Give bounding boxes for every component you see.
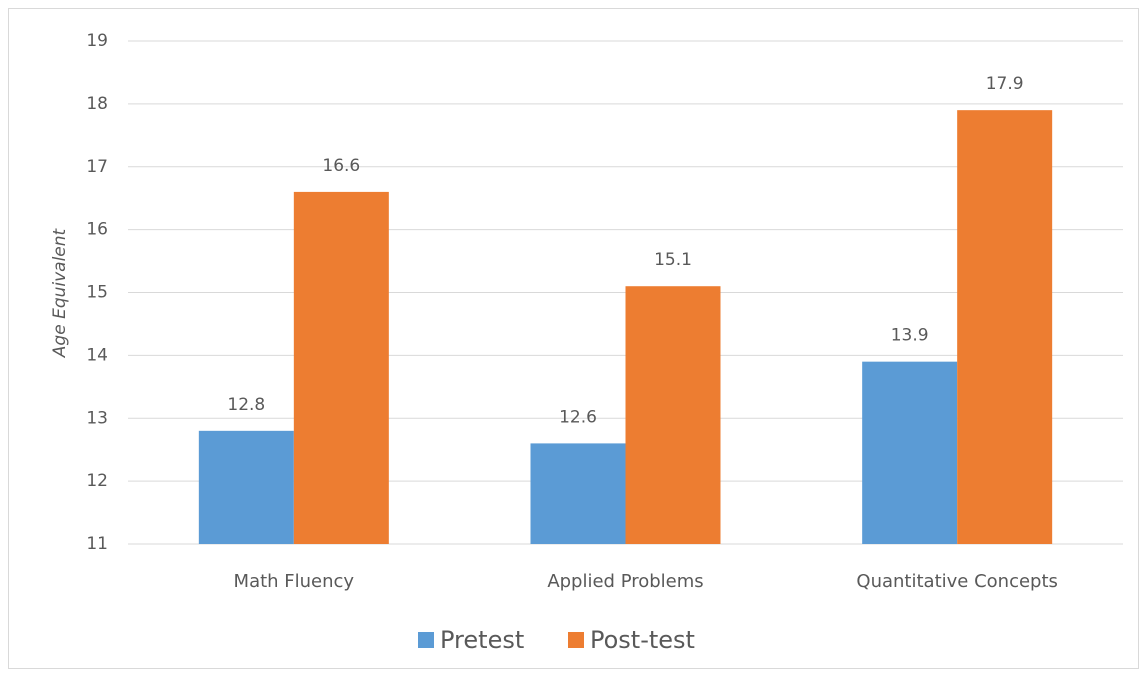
x-tick-label: Applied Problems	[547, 571, 703, 592]
y-tick-label: 16	[86, 220, 108, 240]
legend-swatch	[418, 632, 434, 648]
y-tick-label: 19	[86, 31, 108, 51]
bar	[625, 286, 721, 544]
bar	[198, 430, 294, 544]
y-tick-label: 15	[86, 283, 108, 303]
legend-label: Pretest	[440, 626, 524, 654]
data-label: 15.1	[654, 250, 692, 270]
y-tick-label: 14	[86, 345, 108, 365]
data-label: 17.9	[986, 74, 1024, 94]
data-label: 16.6	[322, 156, 360, 176]
legend-swatch	[568, 632, 584, 648]
y-tick-label: 17	[86, 157, 108, 177]
x-tick-label: Quantitative Concepts	[856, 571, 1058, 592]
bar	[530, 443, 626, 544]
y-tick-label: 11	[86, 534, 108, 554]
x-tick-label: Math Fluency	[234, 571, 355, 592]
y-tick-label: 12	[86, 471, 108, 491]
bar	[957, 110, 1053, 544]
legend-label: Post-test	[590, 626, 695, 654]
y-axis-label: Age Equivalent	[50, 227, 70, 358]
data-label: 13.9	[891, 326, 929, 346]
data-label: 12.6	[559, 407, 597, 427]
bar	[293, 191, 389, 544]
chart-border	[8, 8, 1139, 669]
y-tick-label: 13	[86, 408, 108, 428]
bar	[862, 361, 958, 544]
y-tick-label: 18	[86, 94, 108, 114]
data-label: 12.8	[227, 395, 265, 415]
